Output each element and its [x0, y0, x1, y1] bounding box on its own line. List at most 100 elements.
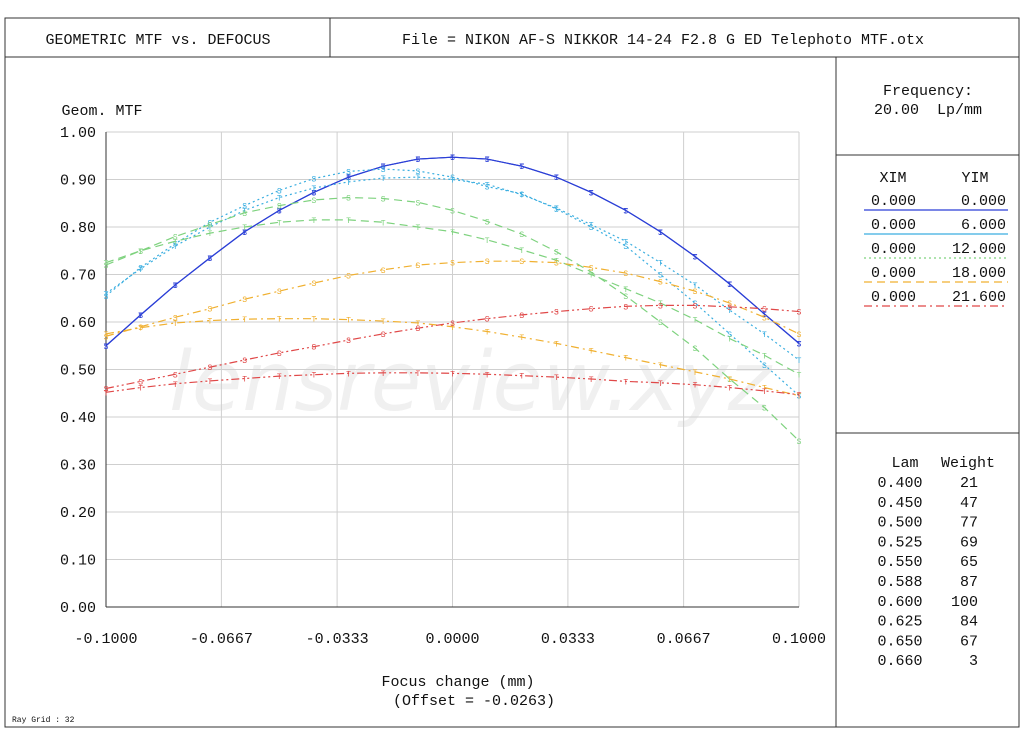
y-tick-label: 0.30: [60, 458, 96, 475]
point-marker: S: [208, 255, 213, 264]
point-marker: T: [173, 320, 178, 329]
point-marker: T: [311, 372, 316, 381]
point-marker: S: [589, 264, 594, 273]
point-marker: S: [797, 331, 802, 340]
point-marker: T: [311, 185, 316, 194]
x-axis-sublabel: (Offset = -0.0263): [393, 693, 555, 710]
point-marker: S: [242, 210, 247, 219]
point-marker: S: [797, 309, 802, 318]
point-marker: S: [623, 243, 628, 252]
point-marker: S: [104, 293, 109, 302]
point-marker: T: [797, 371, 802, 380]
point-marker: S: [797, 340, 802, 349]
table-cell: 0.450: [877, 495, 922, 512]
point-marker: T: [242, 207, 247, 216]
frequency: 20.00 Lp/mm: [874, 102, 982, 119]
point-marker: T: [519, 163, 524, 172]
point-marker: T: [208, 224, 213, 233]
point-marker: S: [519, 312, 524, 321]
point-marker: T: [138, 385, 143, 394]
point-marker: S: [693, 300, 698, 309]
point-marker: S: [381, 196, 386, 205]
y-tick-label: 0.20: [60, 505, 96, 522]
point-marker: T: [173, 381, 178, 390]
point-marker: T: [519, 192, 524, 201]
table-cell: 21.600: [952, 289, 1006, 306]
y-tick-label: 0.60: [60, 315, 96, 332]
x-tick-label: -0.1000: [74, 631, 137, 648]
point-marker: S: [727, 281, 732, 290]
point-marker: S: [693, 253, 698, 262]
table-cell: 65: [960, 554, 978, 571]
point-marker: T: [415, 320, 420, 329]
point-marker: S: [762, 362, 767, 371]
point-marker: T: [727, 307, 732, 316]
point-marker: T: [138, 312, 143, 321]
point-marker: S: [658, 302, 663, 311]
point-marker: S: [415, 325, 420, 334]
point-marker: T: [104, 331, 109, 340]
point-marker: S: [381, 331, 386, 340]
table-header: YIM: [961, 170, 988, 187]
point-marker: S: [208, 219, 213, 228]
series-line: [105, 176, 800, 361]
series-line: [105, 318, 800, 397]
point-marker: S: [623, 270, 628, 279]
point-marker: T: [346, 217, 351, 226]
point-marker: T: [658, 229, 663, 238]
table-cell: 47: [960, 495, 978, 512]
point-marker: S: [658, 279, 663, 288]
point-marker: S: [208, 222, 213, 231]
point-marker: T: [277, 207, 282, 216]
point-marker: S: [138, 324, 143, 333]
point-marker: S: [623, 207, 628, 216]
table-cell: 0.000: [871, 265, 916, 282]
table-cell: 0.500: [877, 515, 922, 532]
point-marker: T: [693, 382, 698, 391]
point-marker: T: [415, 174, 420, 183]
point-marker: T: [311, 189, 316, 198]
table-cell: 6.000: [961, 217, 1006, 234]
point-marker: S: [242, 203, 247, 212]
title: GEOMETRIC MTF vs. DEFOCUS: [45, 32, 270, 49]
outer-frame: [4, 17, 1020, 728]
x-tick-label: -0.0667: [190, 631, 253, 648]
point-marker: T: [797, 340, 802, 349]
point-marker: T: [693, 369, 698, 378]
point-marker: T: [346, 317, 351, 326]
point-marker: T: [138, 248, 143, 257]
y-axis-label: Geom. MTF: [61, 103, 142, 120]
point-marker: S: [415, 168, 420, 177]
point-marker: T: [658, 300, 663, 309]
table-cell: 0.000: [871, 193, 916, 210]
point-marker: T: [104, 260, 109, 269]
point-marker: S: [311, 176, 316, 185]
point-marker: T: [693, 317, 698, 326]
point-marker: T: [762, 388, 767, 397]
x-tick-label: 0.0333: [541, 631, 595, 648]
point-marker: S: [797, 393, 802, 402]
table-cell: 100: [951, 594, 978, 611]
point-marker: T: [797, 357, 802, 366]
point-marker: T: [173, 238, 178, 247]
point-marker: T: [519, 247, 524, 256]
point-marker: T: [589, 189, 594, 198]
series-line: [105, 196, 800, 442]
point-marker: T: [623, 238, 628, 247]
point-marker: T: [208, 378, 213, 387]
point-marker: T: [485, 329, 490, 338]
table-cell: 0.660: [877, 653, 922, 670]
point-marker: T: [554, 205, 559, 214]
point-marker: S: [311, 189, 316, 198]
point-marker: T: [762, 311, 767, 320]
point-marker: T: [104, 389, 109, 398]
series-line: [105, 304, 800, 390]
point-marker: T: [242, 376, 247, 385]
point-marker: T: [381, 175, 386, 184]
point-marker: S: [727, 304, 732, 313]
point-marker: T: [173, 243, 178, 252]
file-name: File = NIKON AF-S NIKKOR 14-24 F2.8 G ED…: [402, 32, 924, 49]
point-marker: S: [519, 163, 524, 172]
table-cell: 0.000: [871, 217, 916, 234]
point-marker: T: [797, 393, 802, 402]
